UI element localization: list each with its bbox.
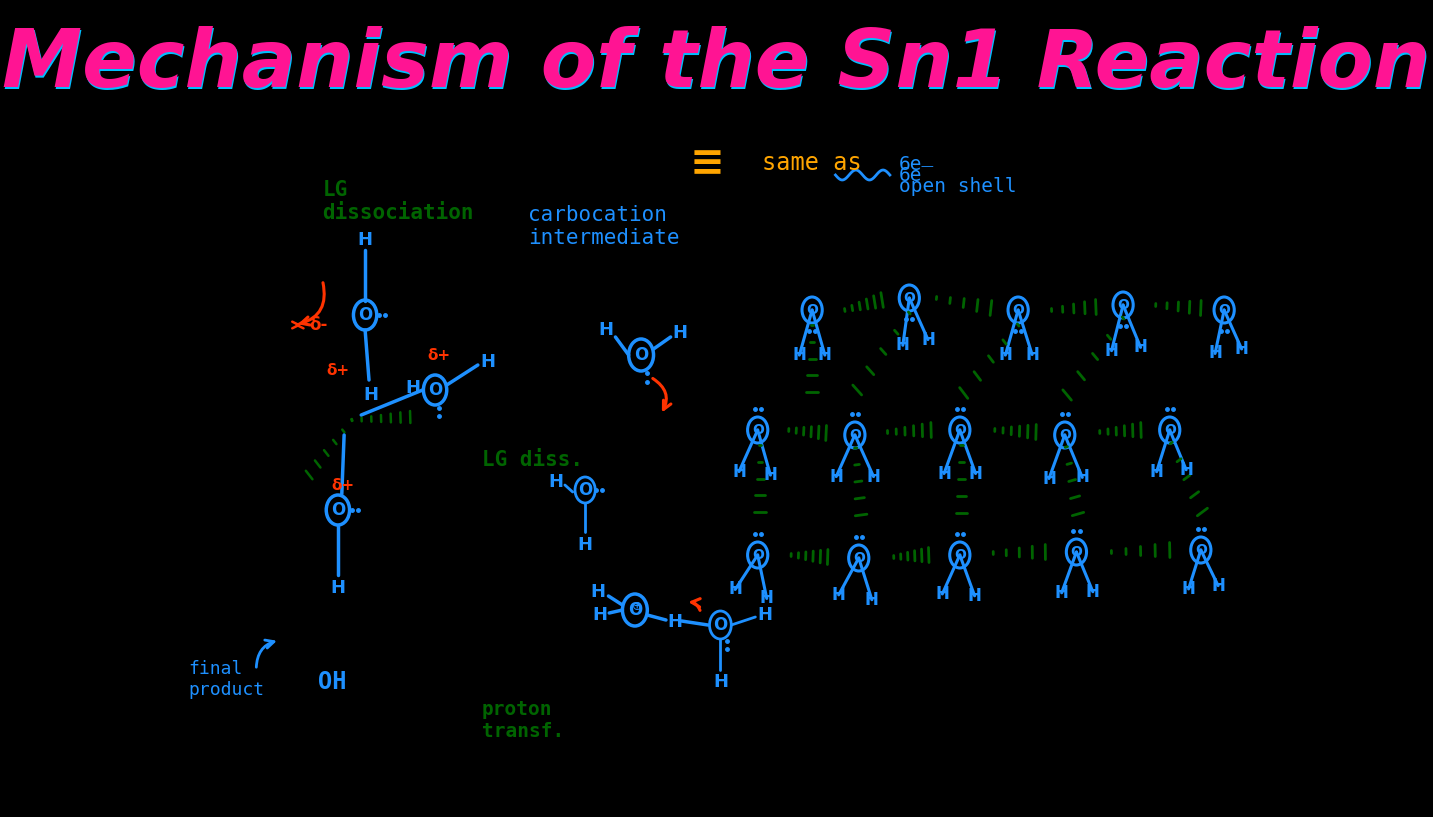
Text: H: H [830, 467, 843, 485]
Text: O: O [954, 423, 966, 437]
Text: H: H [712, 673, 728, 691]
Text: H: H [1055, 584, 1069, 602]
Text: H: H [818, 346, 831, 364]
Text: ⊕: ⊕ [632, 600, 642, 613]
Text: H: H [1042, 470, 1056, 488]
Text: O: O [903, 291, 916, 305]
Text: H: H [831, 586, 845, 604]
Text: H: H [1075, 468, 1089, 486]
Text: Mechanism of the Sn1 Reaction: Mechanism of the Sn1 Reaction [1, 26, 1430, 104]
Text: final
product: final product [189, 660, 265, 699]
Text: H: H [1149, 462, 1164, 480]
Text: Mechanism of the Sn1 Reaction: Mechanism of the Sn1 Reaction [3, 28, 1432, 106]
Text: carbocation
intermediate: carbocation intermediate [529, 205, 679, 248]
Text: O: O [1059, 428, 1070, 442]
Text: O: O [633, 346, 648, 364]
Text: H: H [867, 467, 880, 485]
Text: O: O [577, 481, 592, 499]
Text: H: H [1211, 577, 1225, 595]
Text: 6e
open shell: 6e open shell [898, 154, 1016, 195]
Text: H: H [937, 465, 952, 483]
Text: O: O [331, 501, 345, 519]
Text: H: H [792, 346, 807, 364]
Text: H: H [668, 613, 682, 631]
Text: same as: same as [761, 151, 861, 175]
Text: H: H [1182, 580, 1195, 598]
Text: δ+: δ+ [327, 363, 350, 377]
Text: H: H [364, 386, 378, 404]
Text: δ+: δ+ [427, 347, 450, 363]
Text: O: O [752, 423, 764, 437]
Text: O: O [1070, 545, 1082, 559]
Text: O: O [1118, 298, 1129, 312]
Text: H: H [999, 346, 1012, 364]
Text: H: H [1179, 461, 1194, 479]
Text: O: O [358, 306, 373, 324]
Text: H: H [599, 321, 613, 339]
Text: H: H [967, 587, 982, 605]
Text: H: H [732, 462, 747, 480]
Text: H: H [759, 590, 774, 608]
Text: H: H [406, 379, 421, 397]
Text: H: H [1235, 340, 1248, 358]
Text: H: H [757, 606, 772, 624]
Text: δ+: δ+ [331, 477, 354, 493]
Text: O: O [1164, 423, 1175, 437]
Text: H: H [896, 337, 910, 355]
Text: H: H [969, 465, 983, 483]
Text: H: H [547, 473, 563, 491]
Text: LG
dissociation: LG dissociation [322, 180, 474, 223]
Text: O: O [628, 601, 642, 619]
Text: H: H [358, 231, 373, 249]
Text: H: H [1025, 346, 1039, 364]
Text: δ-: δ- [310, 316, 328, 334]
Text: H: H [936, 585, 949, 603]
Text: O: O [714, 616, 728, 634]
Text: O: O [954, 548, 966, 562]
Text: proton
transf.: proton transf. [481, 700, 565, 741]
Text: H: H [1208, 345, 1222, 363]
Text: H: H [728, 580, 742, 599]
Text: O: O [853, 551, 864, 565]
Text: O: O [848, 428, 861, 442]
Text: H: H [1105, 342, 1119, 359]
Text: H: H [866, 591, 878, 609]
Text: ≡: ≡ [689, 142, 725, 184]
Text: H: H [331, 579, 345, 597]
Text: H: H [921, 331, 934, 349]
Text: H: H [480, 353, 496, 371]
Text: H: H [577, 536, 593, 554]
Text: OH: OH [318, 670, 347, 694]
Text: O: O [428, 381, 443, 399]
Text: 6e̅: 6e̅ [898, 166, 934, 185]
Text: H: H [1086, 583, 1099, 600]
Text: H: H [1134, 338, 1148, 356]
Text: O: O [1218, 303, 1230, 317]
Text: O: O [752, 548, 764, 562]
Text: O: O [1195, 543, 1207, 557]
Text: O: O [1012, 303, 1025, 317]
Text: LG diss.: LG diss. [481, 450, 583, 470]
Text: H: H [592, 606, 608, 624]
Text: H: H [672, 324, 688, 342]
Text: H: H [764, 467, 778, 484]
Text: H: H [590, 583, 605, 601]
Text: O: O [807, 303, 818, 317]
